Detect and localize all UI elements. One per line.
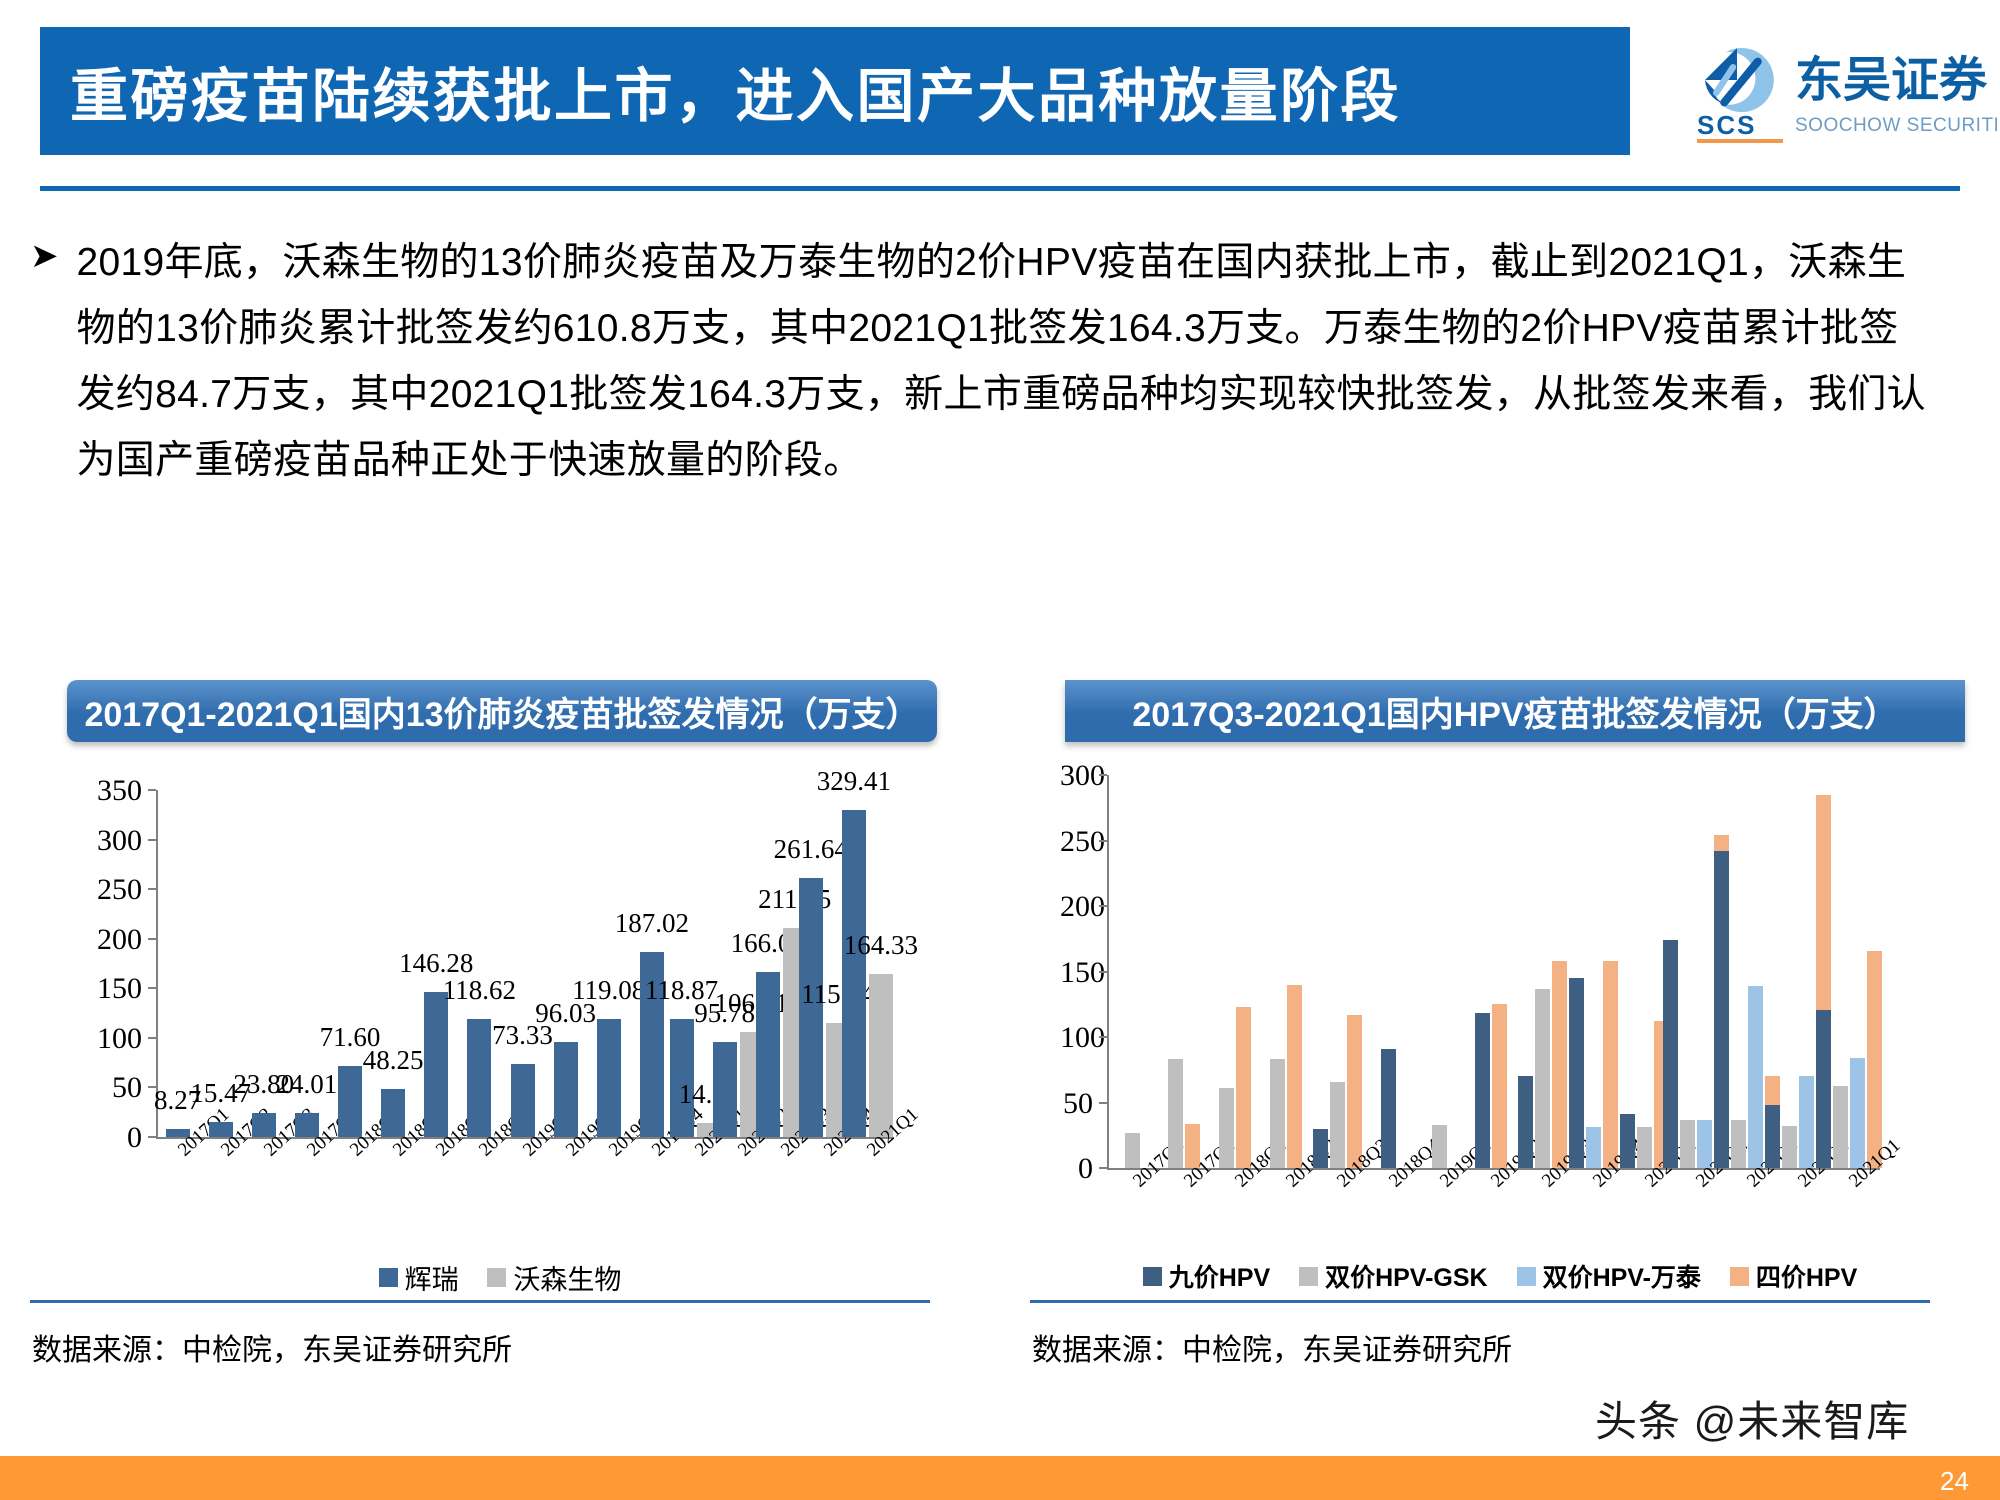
- svg-text:东吴证券: 东吴证券: [1795, 54, 1988, 107]
- svg-text:SCS: SCS: [1697, 110, 1756, 140]
- svg-text:SOOCHOW SECURITIES: SOOCHOW SECURITIES: [1795, 115, 2000, 136]
